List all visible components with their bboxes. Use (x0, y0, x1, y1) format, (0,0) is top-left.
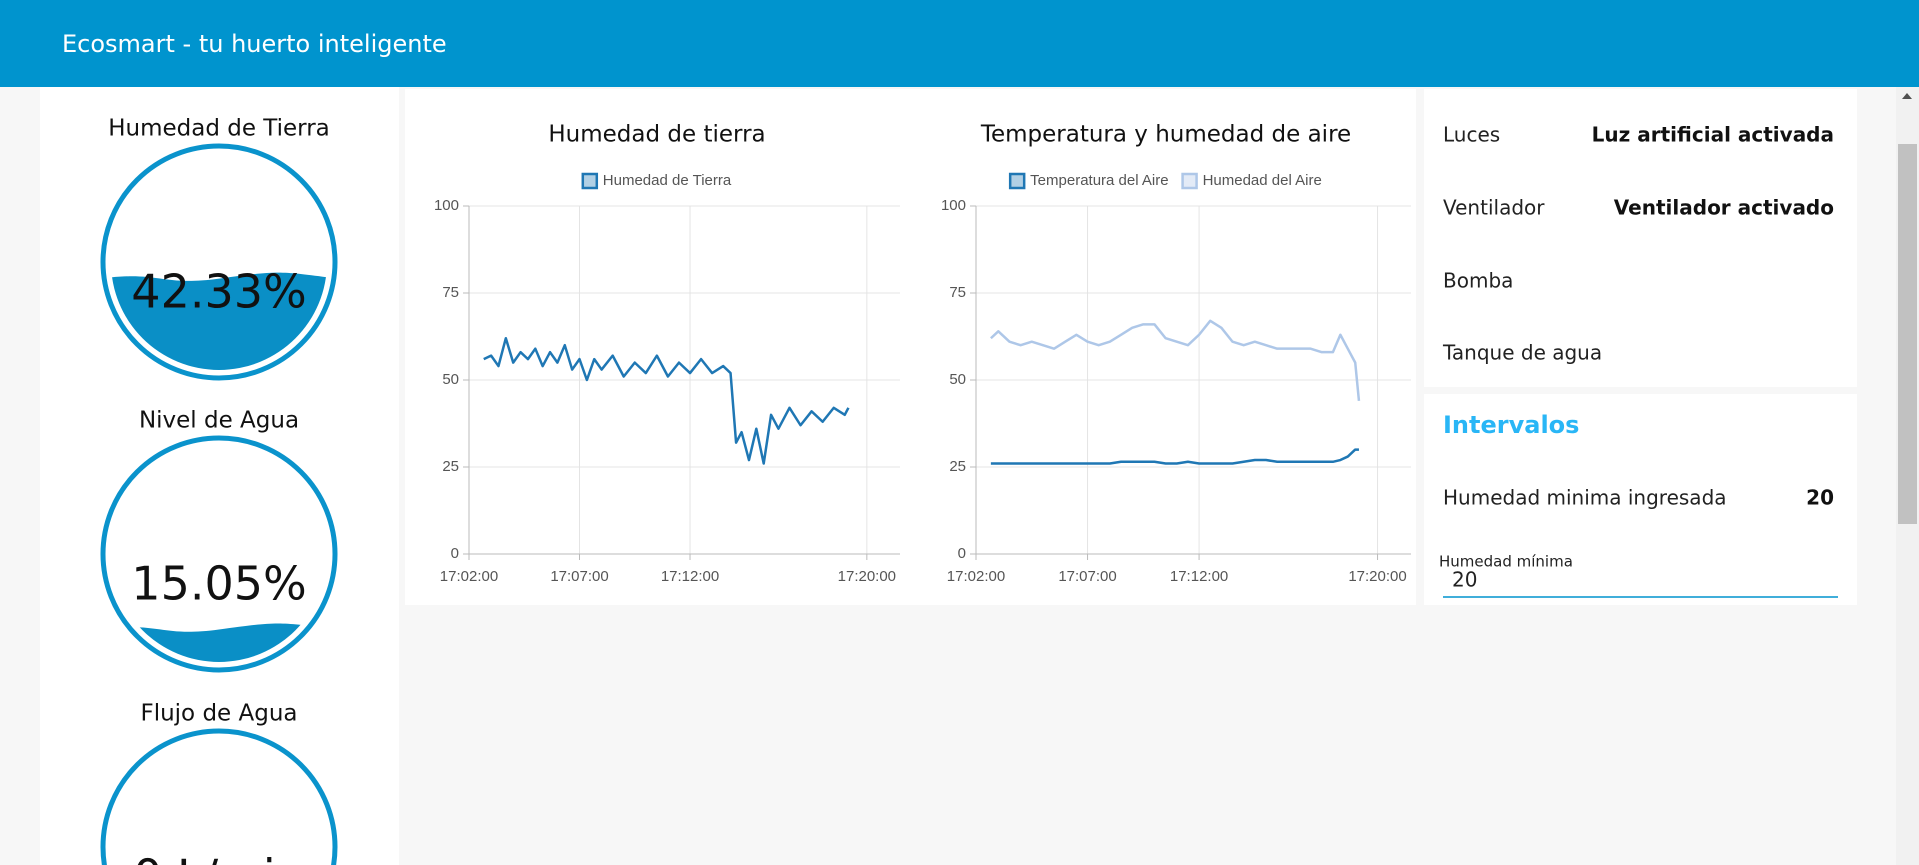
chart-title: Humedad de tierra (548, 122, 765, 148)
x-tick-label: 17:07:00 (1058, 568, 1116, 585)
y-tick-label: 0 (451, 545, 459, 562)
x-tick-label: 17:02:00 (440, 568, 498, 585)
gauge-title: Nivel de Agua (139, 408, 299, 434)
header-bar (0, 0, 1919, 87)
gauge-ring (100, 728, 338, 865)
series-line (990, 448, 1359, 465)
gauge-ring (100, 143, 338, 381)
legend: Humedad de Tierra (581, 172, 732, 190)
gauge-ring (100, 435, 338, 673)
series-line (990, 319, 1361, 402)
x-tick-label: 17:12:00 (661, 568, 719, 585)
y-tick-label: 75 (949, 284, 966, 301)
y-tick-label: 100 (434, 197, 459, 214)
gauge-panel (40, 87, 399, 865)
y-tick-label: 50 (949, 371, 966, 388)
legend-swatch[interactable] (1181, 172, 1198, 190)
x-tick-label: 17:20:00 (838, 568, 896, 585)
y-tick-label: 25 (442, 458, 459, 475)
status-value: Luz artificial activada (1592, 123, 1834, 147)
status-label: Bomba (1443, 269, 1513, 293)
status-label: Luces (1443, 123, 1500, 147)
interval-value: 20 (1806, 486, 1834, 510)
y-tick-label: 75 (442, 284, 459, 301)
scrollbar-thumb[interactable] (1898, 144, 1917, 524)
legend: Temperatura del Aire Humedad del Aire (1008, 172, 1322, 190)
legend-swatch[interactable] (1008, 172, 1026, 190)
gauge-value: 0 L/min (133, 850, 305, 865)
gauge-value: 42.33% (131, 265, 306, 319)
legend-label[interactable]: Temperatura del Aire (1030, 172, 1168, 189)
y-tick-label: 50 (442, 371, 459, 388)
input-label: Humedad mínima (1439, 553, 1573, 571)
header-title: Ecosmart - tu huerto inteligente (62, 30, 447, 58)
x-tick-label: 17:07:00 (550, 568, 608, 585)
gauge-value: 15.05% (131, 557, 306, 611)
input-value[interactable]: 20 (1452, 568, 1477, 592)
status-value: Ventilador activado (1614, 196, 1834, 220)
status-panel (1424, 89, 1857, 387)
y-tick-label: 100 (941, 197, 966, 214)
y-tick-label: 25 (949, 458, 966, 475)
interval-label: Humedad minima ingresada (1443, 486, 1727, 510)
x-tick-label: 17:20:00 (1348, 568, 1406, 585)
series-line (483, 336, 850, 465)
status-label: Ventilador (1443, 196, 1545, 220)
intervals-panel (1424, 394, 1857, 605)
legend-label[interactable]: Humedad del Aire (1203, 172, 1322, 189)
x-tick-label: 17:12:00 (1170, 568, 1228, 585)
gauge-title: Humedad de Tierra (108, 116, 330, 142)
status-label: Tanque de agua (1442, 341, 1602, 365)
gauge-fill (111, 272, 327, 370)
gauge-title: Flujo de Agua (140, 701, 297, 727)
chart-panel (405, 89, 1416, 605)
intervals-title: Intervalos (1443, 411, 1579, 439)
scroll-up-arrow[interactable] (1902, 93, 1912, 99)
x-tick-label: 17:02:00 (947, 568, 1005, 585)
legend-swatch[interactable] (581, 172, 599, 190)
y-tick-label: 0 (958, 545, 966, 562)
legend-label[interactable]: Humedad de Tierra (603, 172, 732, 189)
chart-title: Temperatura y humedad de aire (980, 122, 1351, 148)
